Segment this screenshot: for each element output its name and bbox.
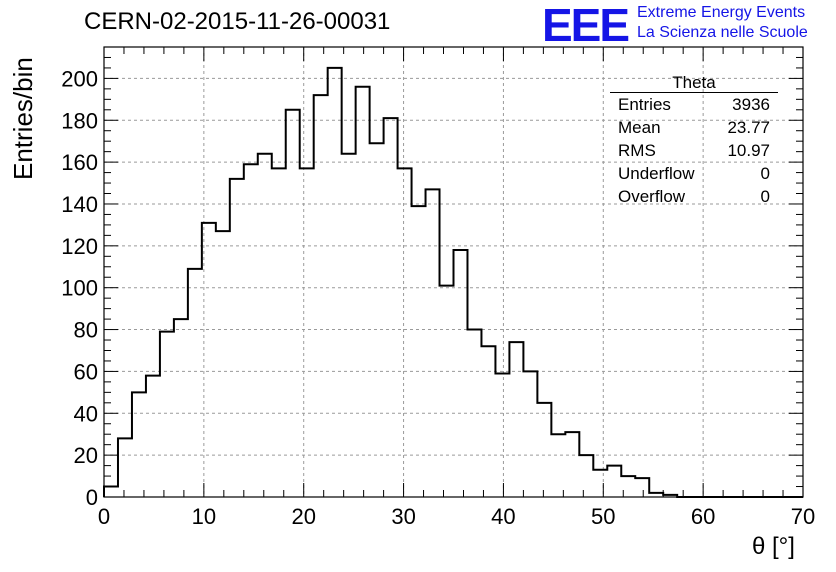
- x-tick-label: 20: [291, 504, 315, 529]
- chart-title: CERN-02-2015-11-26-00031: [84, 8, 391, 35]
- x-tick-label: 60: [691, 504, 715, 529]
- eee-logo: EEE: [542, 0, 630, 51]
- stats-label: RMS: [618, 141, 656, 160]
- stats-row-overflow: Overflow 0: [610, 185, 778, 208]
- y-tick-label: 180: [61, 108, 98, 133]
- x-tick-label: 50: [591, 504, 615, 529]
- y-tick-label: 80: [74, 318, 98, 343]
- x-axis-label: θ [°]: [752, 533, 795, 560]
- y-tick-label: 20: [74, 443, 98, 468]
- stats-value: 10.97: [727, 141, 770, 160]
- x-tick-label: 30: [391, 504, 415, 529]
- x-tick-label: 10: [192, 504, 216, 529]
- stats-row-entries: Entries 3936: [610, 93, 778, 116]
- stats-value: 0: [760, 187, 770, 206]
- stats-value: 3936: [732, 95, 770, 114]
- y-tick-label: 100: [61, 276, 98, 301]
- logo-line-1: Extreme Energy Events: [637, 4, 806, 21]
- x-tick-label: 0: [98, 504, 110, 529]
- stats-box: Theta Entries 3936 Mean 23.77 RMS 10.97 …: [610, 74, 778, 208]
- stats-label: Mean: [618, 118, 661, 137]
- logo-caption: Extreme Energy Events La Scienza nelle S…: [637, 3, 808, 43]
- y-tick-label: 40: [74, 401, 98, 426]
- stats-value: 23.77: [727, 118, 770, 137]
- plot-frame: [103, 46, 804, 498]
- x-tick-label: 70: [791, 504, 815, 529]
- y-tick-label: 160: [61, 150, 98, 175]
- y-tick-label: 0: [86, 485, 98, 510]
- stats-label: Overflow: [618, 187, 686, 206]
- stats-label: Underflow: [618, 164, 695, 183]
- logo-line-2: La Scienza nelle Scuole: [637, 24, 808, 41]
- stats-row-rms: RMS 10.97: [610, 139, 778, 162]
- stats-label: Entries: [618, 95, 671, 114]
- stats-box-title: Theta: [610, 74, 778, 93]
- histogram-series: [103, 66, 803, 498]
- stats-row-underflow: Underflow 0: [610, 162, 778, 185]
- y-tick-label: 60: [74, 359, 98, 384]
- y-tick-label: 200: [61, 66, 98, 91]
- y-tick-label: 140: [61, 192, 98, 217]
- stats-value: 0: [760, 164, 770, 183]
- x-tick-label: 40: [491, 504, 515, 529]
- y-tick-label: 120: [61, 234, 98, 259]
- stats-row-mean: Mean 23.77: [610, 116, 778, 139]
